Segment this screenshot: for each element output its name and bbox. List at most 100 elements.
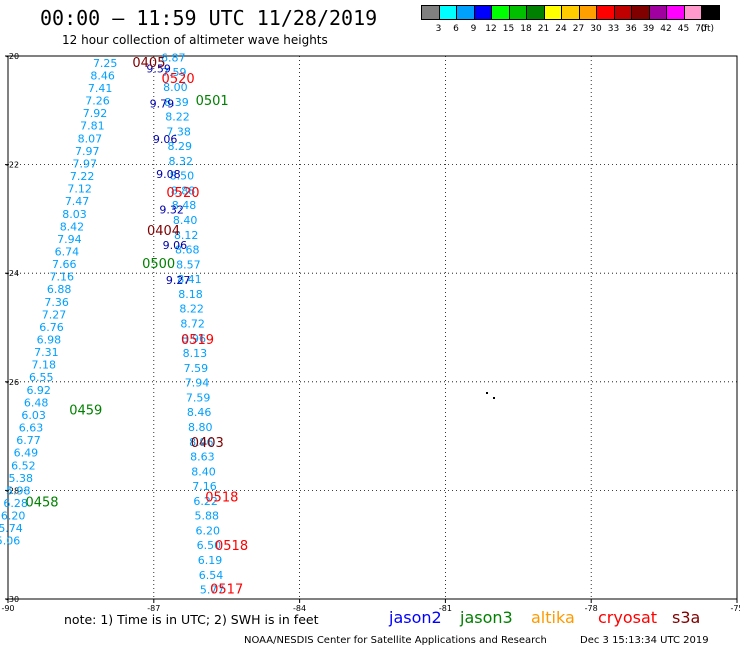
y-tick-label: -28 xyxy=(6,486,19,495)
wave-height-value: 9.06 xyxy=(153,133,178,146)
wave-height-value: 7.16 xyxy=(192,480,217,493)
y-tick-label: -24 xyxy=(6,269,19,278)
wave-height-value: 9.08 xyxy=(156,168,181,181)
pass-time-label: 0519 xyxy=(181,333,214,348)
wave-height-value: 9.06 xyxy=(163,239,188,252)
pass-time-label: 0459 xyxy=(69,403,102,418)
wave-height-value: 7.36 xyxy=(44,296,69,309)
pass-time-label: 0518 xyxy=(205,490,238,505)
color-scale-label: 27 xyxy=(572,24,585,34)
wave-height-value: 8.32 xyxy=(169,155,194,168)
wave-height-value: 5.38 xyxy=(9,472,34,485)
wave-height-value: 6.48 xyxy=(24,396,49,409)
color-scale-unit: (ft) xyxy=(700,24,715,34)
legend-item-cryosat: cryosat xyxy=(598,608,658,627)
wave-height-value: 5.06 xyxy=(0,535,20,548)
color-scale-label: 33 xyxy=(607,24,620,34)
x-tick-label: -75 xyxy=(730,604,740,612)
wave-height-value: 8.40 xyxy=(173,214,198,227)
wave-height-value: 7.59 xyxy=(162,66,187,79)
wave-height-value: 6.19 xyxy=(198,554,223,567)
color-scale-label: 3 xyxy=(435,24,442,34)
altimeter-plot: -90 -87 -84 -81 -78 -75 -20 -22 -24 -26 -28 -30 7.25… xyxy=(0,51,740,612)
wave-height-value: 6.52 xyxy=(11,459,36,472)
x-tick-label: -87 xyxy=(147,604,160,612)
wave-height-value: 7.22 xyxy=(70,170,95,183)
wave-height-value: 7.97 xyxy=(72,157,97,170)
color-scale-label: 15 xyxy=(502,24,515,34)
x-tick-label: -81 xyxy=(439,604,452,612)
wave-height-value: 6.74 xyxy=(55,245,80,258)
color-scale-label: 21 xyxy=(537,24,550,34)
wave-height-value: 7.16 xyxy=(49,271,74,284)
wave-height-value: 6.20 xyxy=(1,510,26,523)
wave-height-value: 6.49 xyxy=(14,447,39,460)
wave-height-value: 7.26 xyxy=(85,95,110,108)
wave-height-value: 8.42 xyxy=(60,220,85,233)
wave-height-value: 5.98 xyxy=(6,484,31,497)
wave-height-value: 6.87 xyxy=(161,51,186,64)
wave-height-value: 8.07 xyxy=(78,132,103,145)
pass-time-label: 0501 xyxy=(196,94,229,109)
wave-height-value: 8.68 xyxy=(175,244,200,257)
wave-height-value: 8.13 xyxy=(183,347,208,360)
wave-height-value: 8.29 xyxy=(167,140,192,153)
pass-time-label: 0518 xyxy=(215,539,248,554)
wave-height-value: 8.46 xyxy=(90,69,115,82)
wave-height-value: 6.50 xyxy=(197,539,222,552)
wave-height-value: 5.77 xyxy=(200,584,225,597)
wave-height-value: 5.74 xyxy=(0,522,23,535)
wave-height-value: 7.18 xyxy=(32,359,57,372)
color-scale-label: 30 xyxy=(590,24,602,34)
wave-height-value: 6.92 xyxy=(26,384,51,397)
legend-item-altika: altika xyxy=(531,608,575,627)
wave-height-value: 5.88 xyxy=(194,510,219,523)
wave-height-value: 7.25 xyxy=(93,57,118,70)
wave-height-value: 6.77 xyxy=(16,434,41,447)
y-tick-label: -30 xyxy=(6,595,19,604)
wave-height-value: 7.94 xyxy=(57,233,82,246)
wave-height-value: 7.66 xyxy=(52,258,77,271)
wave-height-value: 7.12 xyxy=(67,183,92,196)
pass-time-label: 0458 xyxy=(25,496,58,511)
pass-time-label: 0404 xyxy=(147,224,180,239)
wave-height-value: 9.79 xyxy=(150,98,175,111)
wave-height-value: 7.59 xyxy=(184,362,209,375)
wave-height-value: 6.22 xyxy=(193,495,218,508)
wave-height-value: 8.48 xyxy=(172,199,197,212)
legend-item-s3a: s3a xyxy=(672,608,701,627)
wave-height-value: 8.40 xyxy=(191,465,216,478)
wave-height-value: 8.41 xyxy=(177,273,202,286)
color-scale-label: 6 xyxy=(453,24,459,34)
color-scale-label: 39 xyxy=(642,24,655,34)
wave-height-value: 8.18 xyxy=(178,288,203,301)
wave-height-value: 8.96 xyxy=(189,436,214,449)
wave-height-value: 7.47 xyxy=(65,195,90,208)
wave-height-value: 8.80 xyxy=(188,421,213,434)
page-title: 00:00 – 11:59 UTC 11/28/2019 xyxy=(40,6,378,30)
y-tick-label: -22 xyxy=(6,161,19,170)
pass-time-label: 0520 xyxy=(162,72,195,87)
pass-time-label: 0517 xyxy=(210,583,243,598)
wave-height-value: 8.22 xyxy=(165,111,190,124)
wave-height-value: 6.55 xyxy=(29,371,54,384)
wave-height-value: 8.00 xyxy=(163,81,188,94)
wave-height-value: 6.20 xyxy=(196,524,221,537)
generated-timestamp: Dec 3 15:13:34 UTC 2019 xyxy=(580,635,709,646)
x-tick-label: -84 xyxy=(293,604,306,612)
wave-height-value: 8.12 xyxy=(174,229,199,242)
legend-item-jason2: jason2 xyxy=(389,608,442,627)
wave-height-value: 6.28 xyxy=(3,497,28,510)
color-scale-label: 36 xyxy=(625,24,637,34)
pass-time-label: 0405 xyxy=(132,56,165,71)
y-tick-label: -20 xyxy=(6,52,19,61)
wave-height-value: 9.32 xyxy=(159,203,184,216)
y-tick-label: -26 xyxy=(6,378,19,387)
wave-height-value: 8.88 xyxy=(171,184,196,197)
wave-height-value: 8.39 xyxy=(164,96,189,109)
data-dot xyxy=(493,397,495,399)
color-scale-label: 42 xyxy=(660,24,672,34)
units-note: note: 1) Time is in UTC; 2) SWH is in fe… xyxy=(64,612,319,627)
wave-height-value: 8.22 xyxy=(179,303,204,316)
wave-height-value: 6.88 xyxy=(47,283,72,296)
